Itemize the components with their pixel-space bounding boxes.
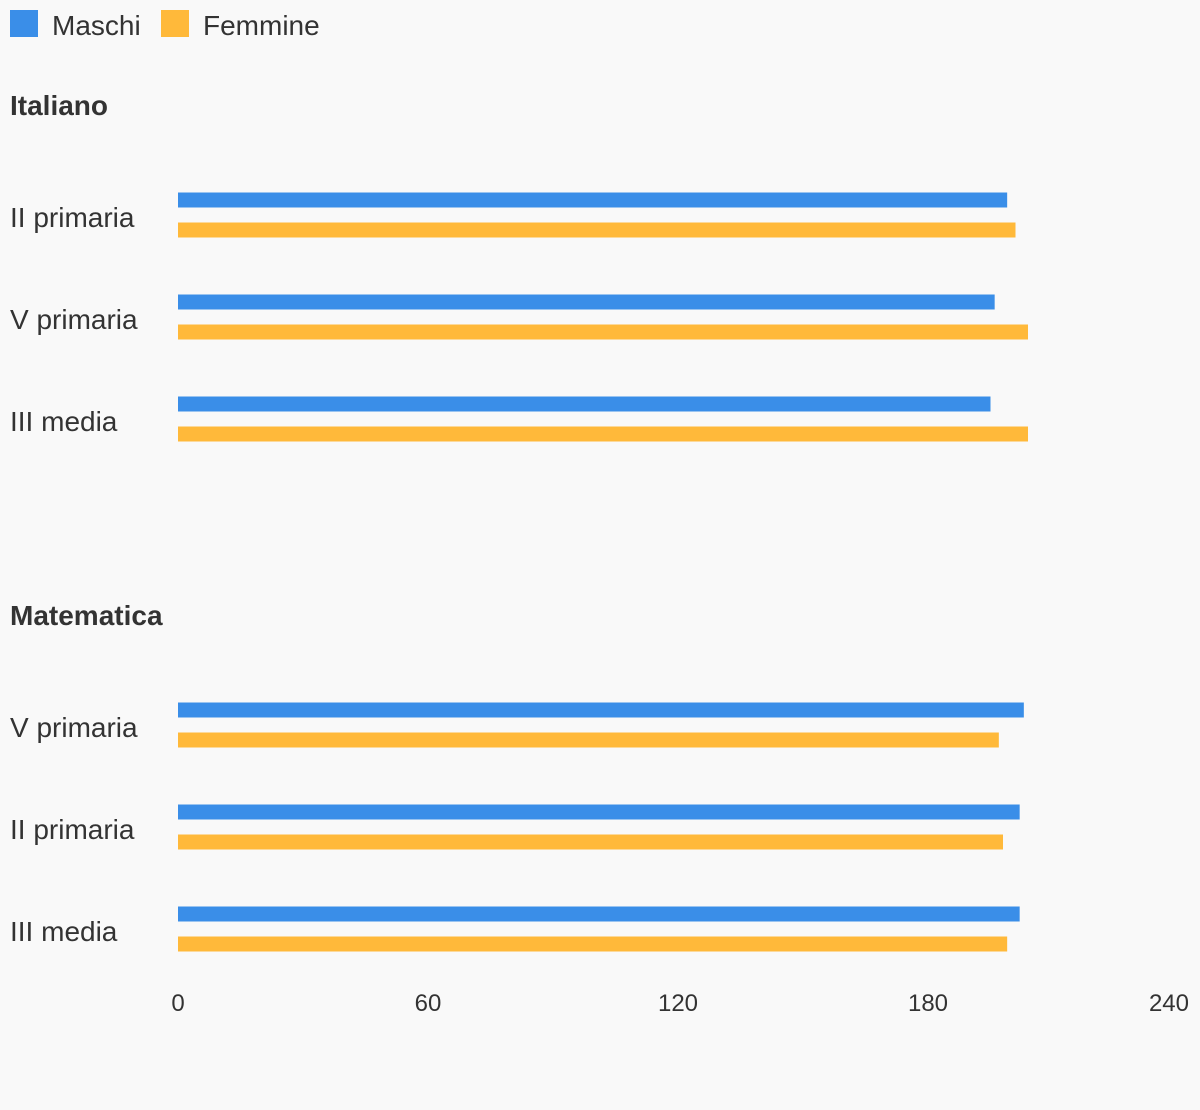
x-tick-label: 60 xyxy=(415,990,442,1017)
bar-femmine xyxy=(178,426,1028,442)
category-label: II primaria xyxy=(10,202,135,233)
group-title: Italiano xyxy=(10,90,108,121)
bar-maschi xyxy=(178,192,1008,208)
bar-femmine xyxy=(178,936,1008,952)
legend-label-femmine: Femmine xyxy=(203,10,320,41)
bar-maschi xyxy=(178,396,991,412)
bar-femmine xyxy=(178,222,1016,238)
bar-femmine xyxy=(178,732,999,748)
legend-swatch-femmine xyxy=(161,10,189,37)
x-tick-label: 120 xyxy=(658,990,698,1017)
category-label: V primaria xyxy=(10,304,138,335)
legend-swatch-maschi xyxy=(10,10,38,37)
bar-maschi xyxy=(178,906,1020,922)
bar-femmine xyxy=(178,324,1028,340)
chart-legend: Maschi Femmine xyxy=(10,10,320,41)
bar-femmine xyxy=(178,834,1003,850)
category-label: III media xyxy=(10,916,118,947)
x-tick-label: 240 xyxy=(1149,990,1189,1017)
category-label: III media xyxy=(10,406,118,437)
chart-group-matematica: Matematica V primaria II primaria III media xyxy=(10,600,1024,952)
bar-maschi xyxy=(178,804,1020,820)
x-tick-label: 180 xyxy=(908,990,948,1017)
group-title: Matematica xyxy=(10,600,163,631)
bar-maschi xyxy=(178,702,1024,718)
x-axis: 0 60 120 180 240 xyxy=(171,990,1189,1017)
chart-group-italiano: Italiano II primaria V primaria III media xyxy=(10,90,1028,442)
legend-label-maschi: Maschi xyxy=(52,10,141,41)
bar-maschi xyxy=(178,294,995,310)
category-label: II primaria xyxy=(10,814,135,845)
category-label: V primaria xyxy=(10,712,138,743)
x-tick-label: 0 xyxy=(171,990,184,1017)
